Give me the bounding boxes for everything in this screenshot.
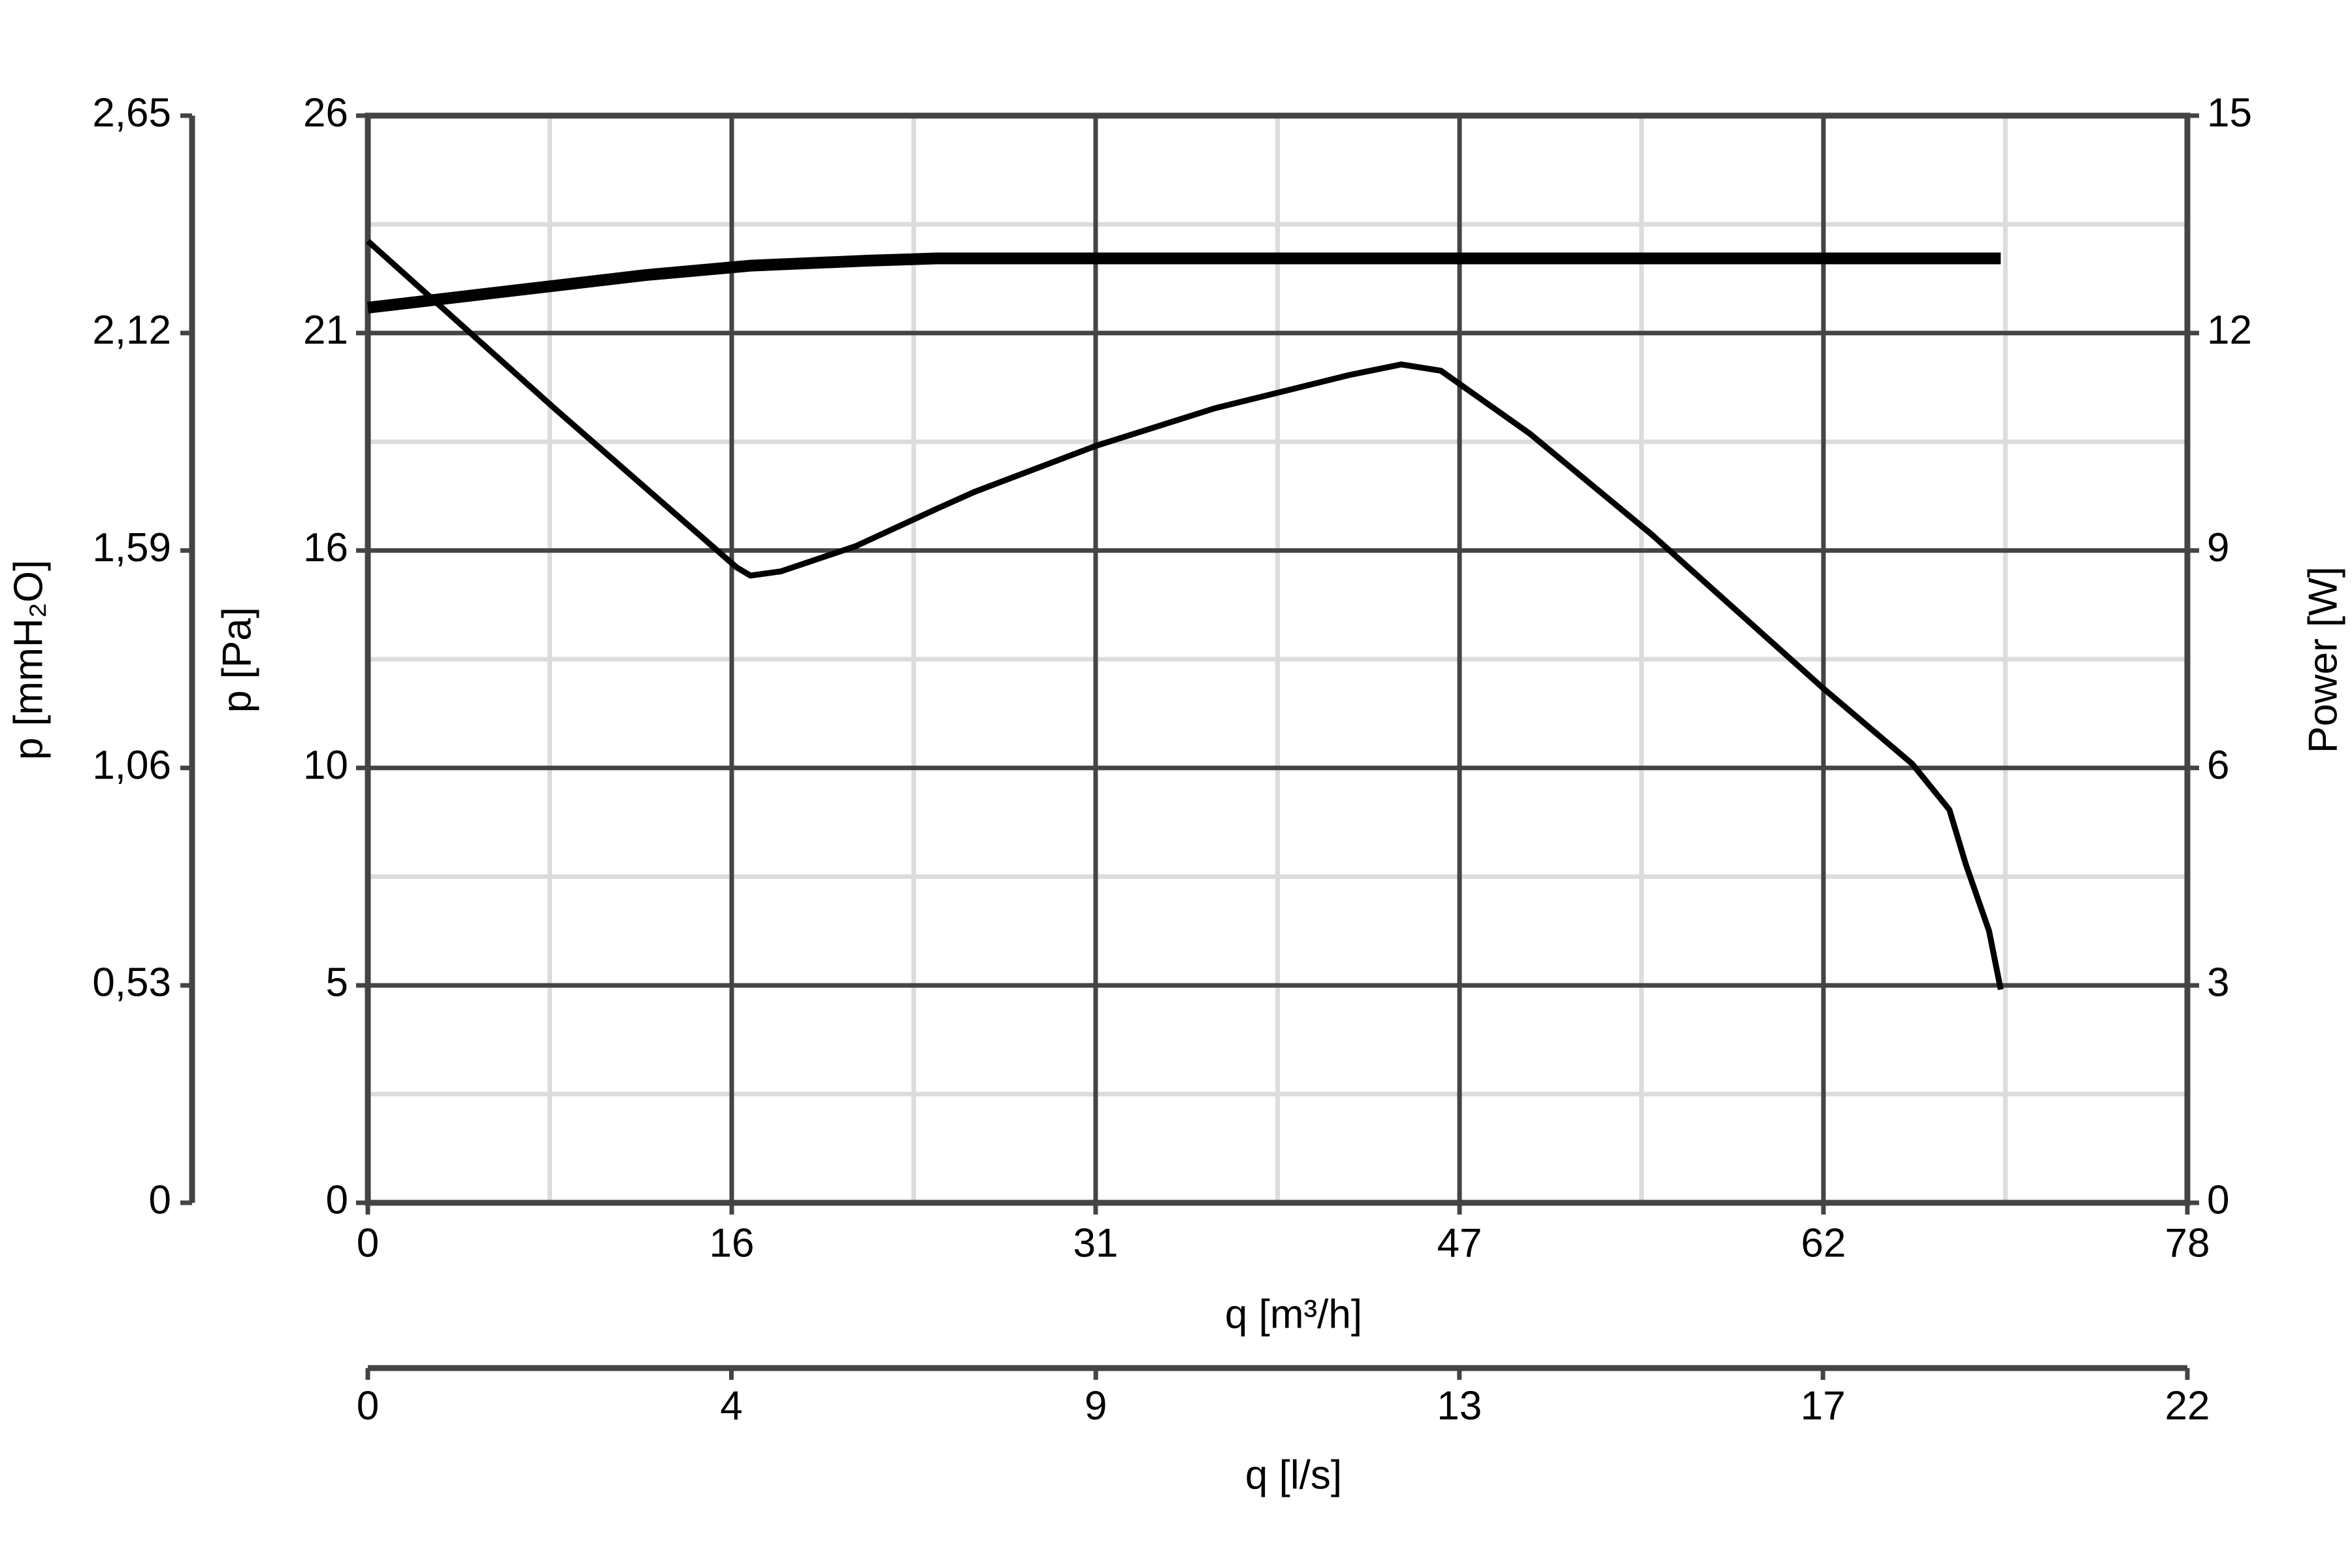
y2-tick-label: 9 xyxy=(2207,525,2229,570)
x-tick-label: 78 xyxy=(2165,1220,2210,1266)
x2-tick-label: 9 xyxy=(1085,1383,1107,1428)
x-tick-label: 0 xyxy=(357,1220,379,1266)
y-tick-label: 5 xyxy=(326,960,348,1005)
y2-tick-label: 0 xyxy=(2207,1177,2229,1222)
x2-tick-label: 4 xyxy=(720,1383,742,1428)
y-tick-label: 0 xyxy=(326,1177,348,1222)
y-tick-label: 10 xyxy=(303,743,348,788)
y-tick-label: 21 xyxy=(303,308,348,353)
y3-tick-label: 2,65 xyxy=(92,90,171,135)
x2-tick-label: 22 xyxy=(2165,1383,2210,1428)
x2-tick-label: 0 xyxy=(357,1383,379,1428)
y3-axis-title: p [mmH₂O] xyxy=(6,560,51,760)
plot-frame xyxy=(365,112,2191,1206)
y3-tick-label: 1,06 xyxy=(92,743,171,788)
x-axis-title: q [m³/h] xyxy=(1225,1292,1362,1337)
x-tick-label: 31 xyxy=(1073,1220,1119,1266)
power-curve xyxy=(367,252,2001,314)
x2-axis-title: q [l/s] xyxy=(1245,1452,1342,1497)
y-tick-label: 26 xyxy=(303,90,348,135)
x-tick-label: 16 xyxy=(710,1220,755,1266)
y2-axis-title: Power [W] xyxy=(2300,566,2345,753)
x2-tick-label: 13 xyxy=(1437,1383,1482,1428)
y2-tick-label: 15 xyxy=(2207,90,2252,135)
y-tick-label: 16 xyxy=(303,525,348,570)
y3-tick-label: 2,12 xyxy=(92,308,171,353)
y3-tick-label: 0 xyxy=(149,1177,171,1222)
y3-tick-label: 0,53 xyxy=(92,960,171,1005)
y3-tick-label: 1,59 xyxy=(92,525,171,570)
y2-tick-label: 12 xyxy=(2207,308,2252,353)
x2-tick-label: 17 xyxy=(1801,1383,1846,1428)
x-tick-label: 47 xyxy=(1437,1220,1482,1266)
x-tick-label: 62 xyxy=(1801,1220,1846,1266)
y-axis-title: p [Pa] xyxy=(214,607,259,713)
pressure-curve xyxy=(365,238,2004,990)
y2-tick-label: 6 xyxy=(2207,743,2229,788)
y2-tick-label: 3 xyxy=(2207,960,2229,1005)
